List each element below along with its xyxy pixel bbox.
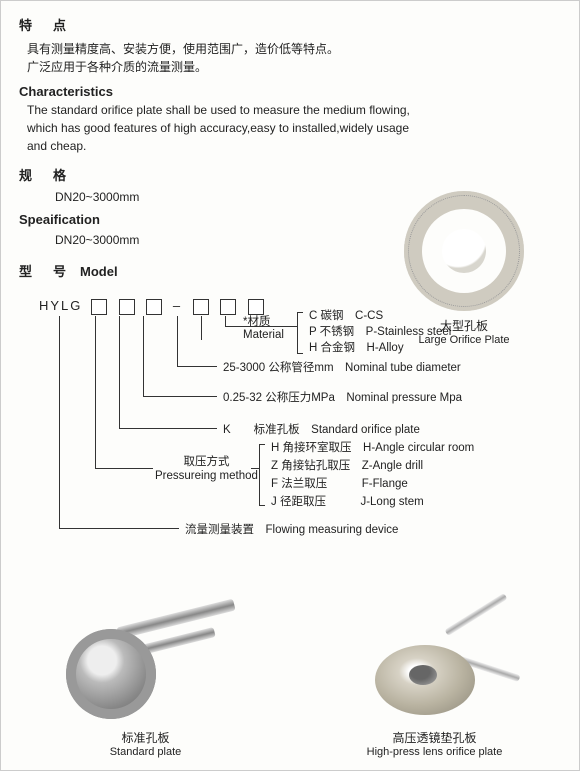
- product-figures: 标准孔板 Standard plate 高压透镜垫孔板 High-press l…: [1, 605, 579, 758]
- model-title-en: Model: [80, 264, 118, 279]
- code-box-1: [91, 299, 107, 315]
- flange-icon: [66, 629, 156, 719]
- features-body-cn-1: 具有测量精度高、安装方便，使用范围广，造价低等特点。: [27, 40, 561, 58]
- lens-cap-en: High-press lens orifice plate: [345, 746, 525, 758]
- lens-plate-figure: 高压透镜垫孔板 High-press lens orifice plate: [345, 605, 525, 758]
- mat-h: H 合金钢 H-Alloy: [309, 340, 404, 356]
- pipe-icon: [116, 599, 235, 640]
- flow-label: 流量测量装置 Flowing measuring device: [185, 522, 398, 538]
- spec-title-cn: 规 格: [19, 165, 561, 184]
- model-code-line: HYLG –: [39, 298, 267, 315]
- press-label: 0.25-32 公称压力MPa Nominal pressure Mpa: [223, 390, 462, 406]
- std-cap-cn: 标准孔板: [56, 729, 236, 746]
- lens-cap-cn: 高压透镜垫孔板: [345, 729, 525, 746]
- mat-c: C 碳钢 C-CS: [309, 308, 383, 324]
- mat-p: P 不锈钢 P-Stainless steel: [309, 324, 451, 340]
- code-box-4: [193, 299, 209, 315]
- model-title-cn: 型 号: [19, 261, 70, 280]
- material-label: *材质Material: [243, 316, 284, 341]
- ring-icon: [404, 191, 524, 311]
- std-cap-en: Standard plate: [56, 746, 236, 758]
- code-prefix: HYLG: [39, 298, 82, 313]
- standard-plate-figure: 标准孔板 Standard plate: [56, 605, 236, 758]
- code-box-6: [248, 299, 264, 315]
- code-box-2: [119, 299, 135, 315]
- method-h: H 角接环室取压 H-Angle circular room: [271, 440, 474, 456]
- features-title-cn: 特 点: [19, 15, 561, 34]
- model-code-diagram: HYLG – *材质Material C 碳钢 C-CS P 不锈钢 P-Sta…: [19, 298, 561, 538]
- tube-label: 25-3000 公称管径mm Nominal tube diameter: [223, 360, 461, 376]
- code-box-3: [146, 299, 162, 315]
- stdplate-label: K 标准孔板 Standard orifice plate: [223, 422, 420, 438]
- method-z: Z 角接钻孔取压 Z-Angle drill: [271, 458, 423, 474]
- code-dash: –: [173, 298, 182, 313]
- method-j: J 径距取压 J-Long stem: [271, 494, 424, 510]
- method-label: 取压方式Pressureing method: [155, 456, 258, 484]
- features-body-en: The standard orifice plate shall be used…: [27, 101, 427, 155]
- method-f: F 法兰取压 F-Flange: [271, 476, 408, 492]
- features-title-en: Characteristics: [19, 84, 561, 99]
- disc-icon: [375, 645, 475, 715]
- code-box-5: [220, 299, 236, 315]
- stem-icon: [444, 593, 507, 636]
- features-body-cn-2: 广泛应用于各种介质的流量测量。: [27, 58, 561, 76]
